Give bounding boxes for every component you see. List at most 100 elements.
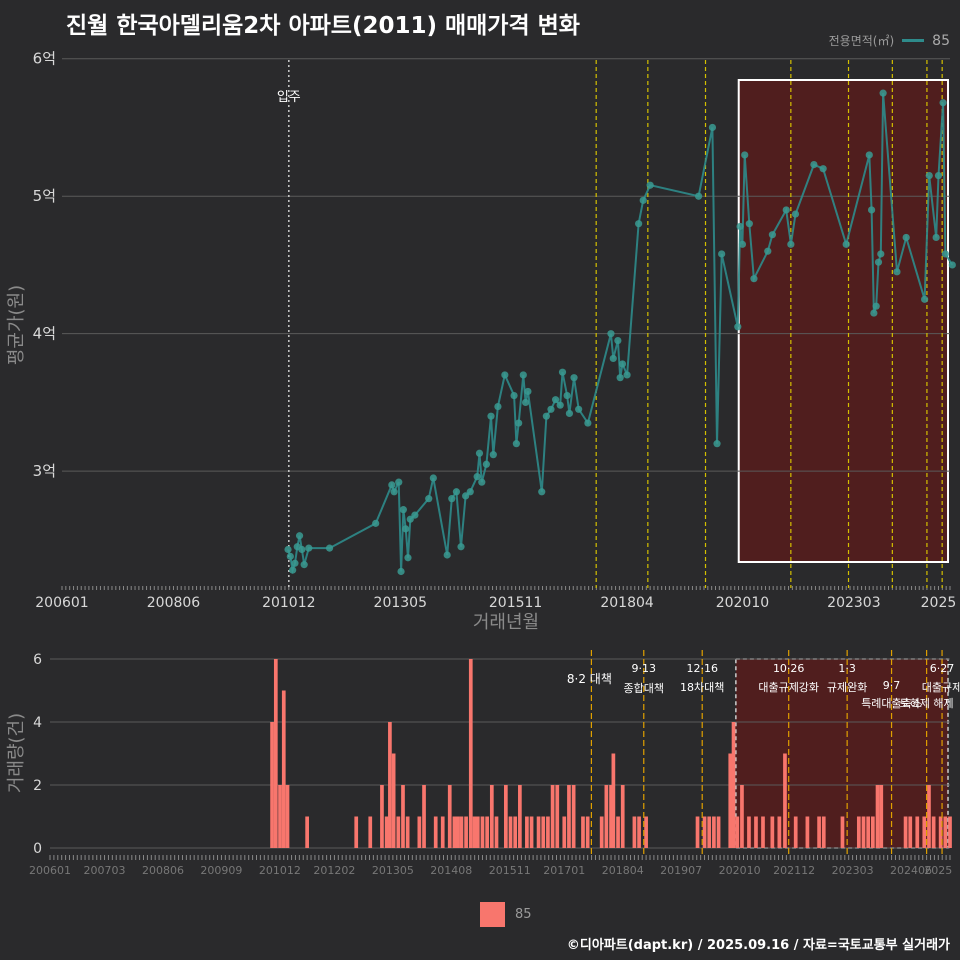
- price-point: [902, 233, 910, 242]
- price-point: [745, 220, 753, 228]
- price-point: [865, 151, 873, 159]
- volume-bar: [503, 785, 508, 848]
- price-point: [325, 544, 334, 552]
- volume-bar: [459, 816, 464, 848]
- bar-x-tick-label: 201202: [313, 864, 355, 877]
- volume-bar: [931, 816, 936, 848]
- legend-bar-swatch: [480, 902, 505, 927]
- price-point: [872, 302, 880, 310]
- policy-date-label: 12·16: [686, 662, 718, 675]
- price-point: [519, 371, 527, 379]
- policy-name-label: 규제완화: [827, 681, 867, 694]
- price-point: [494, 402, 502, 411]
- volume-bar: [396, 816, 401, 848]
- price-point: [934, 171, 943, 180]
- price-point: [646, 181, 654, 189]
- price-point: [708, 123, 717, 132]
- footer-credit: ©디아파트(dapt.kr) / 2025.09.16 / 자료=국토교통부 실…: [566, 938, 950, 953]
- volume-bar: [609, 785, 613, 848]
- bar-x-tick-label: 201907: [660, 864, 702, 877]
- volume-bar: [754, 816, 758, 848]
- policy-name-label: 대출규제: [922, 681, 960, 694]
- price-point: [402, 525, 410, 533]
- price-point: [524, 387, 532, 396]
- legend-title: 전용면적(㎡): [828, 34, 895, 48]
- y-axis-title: 평균가(원): [6, 285, 27, 365]
- price-point: [487, 412, 495, 420]
- price-point: [510, 391, 518, 400]
- volume-bar: [817, 816, 821, 848]
- price-point: [734, 323, 742, 331]
- bar-y-tick-label: 6: [33, 652, 42, 668]
- price-point: [570, 374, 578, 382]
- bar-x-tick-label: 2025: [924, 864, 952, 877]
- volume-bar: [903, 816, 908, 848]
- x-tick-label: 202010: [716, 595, 769, 611]
- volume-bar: [468, 659, 473, 848]
- chart-title: 진월 한국아델리움2차 아파트(2011) 매매가격 변화: [66, 13, 580, 39]
- bar-y-tick-label: 2: [33, 778, 42, 794]
- volume-bar: [604, 785, 609, 848]
- bar-x-tick-label: 200601: [29, 864, 71, 877]
- volume-bar: [447, 785, 452, 848]
- volume-bar: [821, 816, 826, 848]
- x-tick-label: 201511: [489, 595, 542, 611]
- price-point: [925, 171, 933, 180]
- price-point: [284, 545, 292, 554]
- price-point: [618, 360, 627, 368]
- x-tick-label: 201305: [374, 595, 427, 611]
- price-point: [372, 519, 380, 527]
- price-point: [713, 440, 721, 448]
- volume-bar: [536, 816, 541, 848]
- volume-bar: [879, 785, 884, 848]
- volume-bar: [777, 816, 782, 848]
- price-point: [515, 419, 523, 427]
- y-tick-label: 3억: [33, 462, 56, 480]
- volume-bar: [281, 690, 286, 848]
- price-point: [932, 233, 940, 242]
- volume-bar: [922, 816, 927, 848]
- volume-bar: [494, 816, 499, 848]
- volume-bar: [740, 785, 744, 848]
- price-point: [411, 511, 419, 519]
- volume-bar: [908, 816, 913, 848]
- volume-bar: [475, 816, 480, 848]
- x-tick-label: 2025: [921, 595, 957, 611]
- volume-bar: [440, 816, 445, 848]
- price-point: [452, 488, 461, 496]
- volume-bar: [417, 816, 422, 848]
- bar-x-tick-label: 201511: [489, 864, 531, 877]
- volume-bar: [354, 816, 359, 848]
- policy-label: 8·2 대책: [567, 671, 612, 686]
- price-point: [291, 559, 299, 567]
- volume-bar: [384, 816, 389, 848]
- price-point: [443, 551, 451, 559]
- highlight-region: [737, 79, 950, 563]
- y-tick-label: 4억: [33, 325, 56, 343]
- policy-name-label: 대출규제강화: [758, 681, 819, 694]
- volume-bar: [422, 785, 426, 848]
- price-point: [741, 151, 749, 159]
- volume-bar: [695, 816, 700, 848]
- volume-bar: [485, 816, 489, 848]
- policy-name-label: 18차대책: [680, 681, 724, 694]
- y-tick-label: 5억: [33, 187, 56, 205]
- price-point: [462, 492, 470, 500]
- price-point: [542, 412, 550, 420]
- bar-x-tick-label: 200806: [142, 864, 184, 877]
- volume-bar: [632, 816, 637, 848]
- volume-bar: [707, 816, 712, 848]
- volume-bar: [513, 816, 518, 848]
- volume-bar: [380, 785, 384, 848]
- price-point: [565, 409, 574, 418]
- price-point: [286, 552, 294, 560]
- policy-date-label: 10·26: [773, 662, 805, 675]
- price-point: [425, 495, 433, 503]
- price-point: [941, 250, 949, 258]
- price-point: [489, 451, 497, 459]
- price-point: [750, 275, 758, 283]
- volume-bar: [278, 785, 282, 848]
- price-point: [397, 567, 405, 576]
- volume-bar: [525, 816, 529, 848]
- price-point: [501, 371, 509, 379]
